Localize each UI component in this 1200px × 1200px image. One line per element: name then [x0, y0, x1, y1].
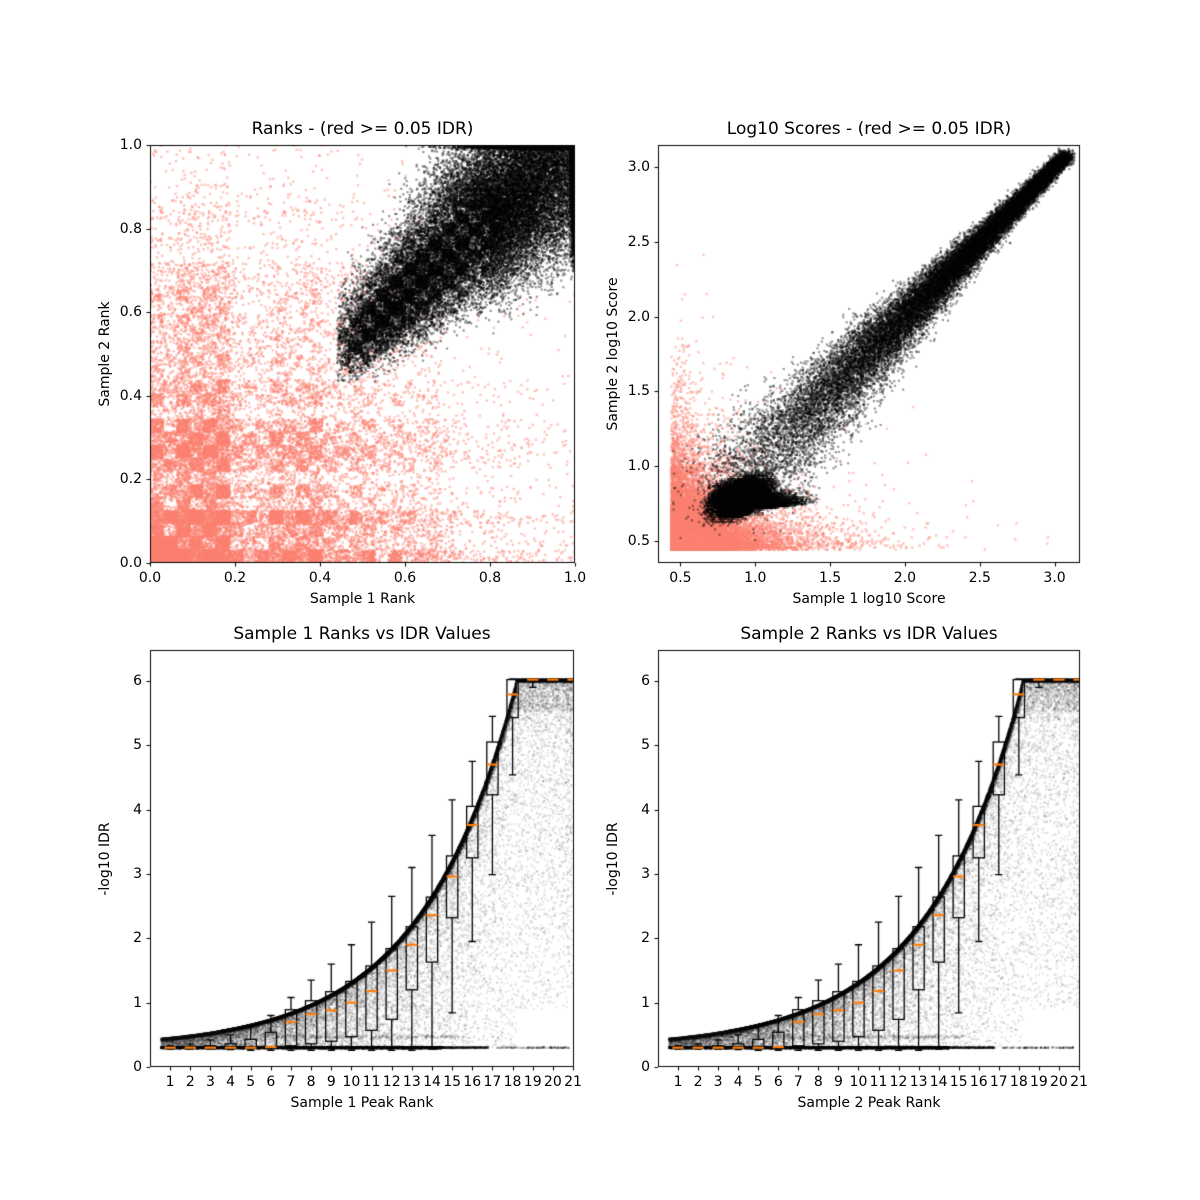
chart2-xtick-13: 13	[402, 1074, 421, 1090]
chart1-ylabel: Sample 2 log10 Score	[605, 277, 621, 431]
chart2-ytick-2: 2	[133, 930, 142, 947]
chart3-xtick-6: 6	[773, 1074, 783, 1090]
chart1-ytick-3.0: 3.0	[627, 159, 650, 176]
chart3-xtick-11: 11	[869, 1074, 888, 1090]
chart3-xtick-2: 2	[693, 1074, 703, 1090]
chart2-ytick-5: 5	[133, 737, 142, 754]
chart3-xtick-10: 10	[849, 1074, 868, 1090]
chart2-xtick-20: 20	[543, 1074, 562, 1090]
chart2-xtick-7: 7	[286, 1074, 296, 1090]
chart1-ytick-2.0: 2.0	[627, 308, 650, 325]
chart2-xtick-9: 9	[326, 1074, 336, 1090]
chart0-ytick-0.8: 0.8	[119, 220, 142, 237]
chart3-xtick-13: 13	[909, 1074, 928, 1090]
chart0-xtick-0.8: 0.8	[478, 570, 502, 586]
chart1-xtick-3.0: 3.0	[1043, 570, 1066, 586]
chart0-ytick-1.0: 1.0	[119, 137, 142, 153]
chart3-xtick-5: 5	[753, 1074, 763, 1090]
chart2-xtick-17: 17	[483, 1074, 502, 1090]
chart3-title: Sample 2 Ranks vs IDR Values	[740, 624, 998, 644]
chart3-xtick-20: 20	[1050, 1074, 1068, 1090]
chart1-xtick-2.0: 2.0	[893, 570, 917, 586]
chart2-xtick-14: 14	[423, 1074, 441, 1090]
chart2-xtick-21: 21	[564, 1074, 582, 1090]
chart1-xtick-2.5: 2.5	[968, 570, 991, 586]
chart3-ytick-2: 2	[641, 930, 650, 947]
chart1-ytick-1.5: 1.5	[627, 383, 650, 400]
chart0-ylabel: Sample 2 Rank	[97, 301, 113, 407]
chart0-ytick-0.4: 0.4	[119, 387, 142, 404]
chart0-xtick-1.0: 1.0	[563, 570, 587, 586]
chart3-xtick-18: 18	[1009, 1074, 1028, 1090]
chart3-xtick-19: 19	[1029, 1074, 1048, 1090]
chart3-xlabel: Sample 2 Peak Rank	[797, 1095, 941, 1111]
chart2-xtick-5: 5	[246, 1074, 256, 1090]
chart2-xtick-16: 16	[463, 1074, 482, 1090]
chart2-xtick-3: 3	[205, 1074, 215, 1090]
chart3-xtick-16: 16	[969, 1074, 988, 1090]
chart0-ytick-0.0: 0.0	[119, 555, 142, 571]
chart2-xtick-18: 18	[503, 1074, 522, 1090]
chart3-ytick-6: 6	[641, 672, 650, 689]
chart2-ytick-6: 6	[133, 672, 142, 689]
chart3-xtick-14: 14	[929, 1074, 948, 1090]
chart2-xtick-8: 8	[306, 1074, 316, 1090]
chart3-xtick-4: 4	[733, 1074, 743, 1090]
chart1-title: Log10 Scores - (red >= 0.05 IDR)	[726, 119, 1012, 139]
chart2-ytick-1: 1	[133, 994, 142, 1011]
chart3-ytick-3: 3	[641, 865, 650, 882]
chart1-ytick-0.5: 0.5	[627, 532, 650, 549]
chart2-ytick-3: 3	[133, 865, 142, 882]
chart0-xtick-0.0: 0.0	[138, 570, 162, 586]
chart3-xtick-7: 7	[793, 1074, 803, 1090]
chart2-ytick-0: 0	[133, 1059, 142, 1075]
chart2-xtick-12: 12	[382, 1074, 401, 1090]
chart1-ytick-2.5: 2.5	[627, 234, 650, 251]
chart3-xtick-15: 15	[949, 1074, 968, 1090]
chart0-xtick-0.2: 0.2	[223, 570, 247, 586]
chart2-xtick-1: 1	[165, 1074, 175, 1090]
chart2-xtick-10: 10	[342, 1074, 361, 1090]
chart2-xtick-4: 4	[226, 1074, 236, 1090]
chart2-ytick-4: 4	[133, 801, 142, 818]
chart2-xtick-6: 6	[266, 1074, 276, 1090]
chart2-xtick-15: 15	[443, 1074, 462, 1090]
chart3-xtick-21: 21	[1070, 1074, 1088, 1090]
chart2-xtick-2: 2	[185, 1074, 195, 1090]
chart0-xlabel: Sample 1 Rank	[309, 591, 416, 607]
chart1-ytick-1.0: 1.0	[627, 457, 650, 474]
chart1-xlabel: Sample 1 log10 Score	[792, 591, 946, 607]
chart0-xtick-0.6: 0.6	[393, 570, 417, 586]
chart1-xtick-0.5: 0.5	[669, 570, 692, 586]
chart3-xtick-8: 8	[813, 1074, 823, 1090]
chart3-xtick-12: 12	[889, 1074, 908, 1090]
chart2-title: Sample 1 Ranks vs IDR Values	[233, 624, 491, 644]
chart3-ytick-4: 4	[641, 801, 650, 818]
chart2-xtick-11: 11	[362, 1074, 381, 1090]
chart3-xtick-17: 17	[989, 1074, 1008, 1090]
chart0-ytick-0.6: 0.6	[119, 304, 142, 321]
chart1-xtick-1.5: 1.5	[818, 570, 842, 586]
chart2-xtick-19: 19	[523, 1074, 542, 1090]
chart3-xtick-9: 9	[833, 1074, 843, 1090]
chart3-ytick-5: 5	[641, 737, 650, 754]
chart3-xtick-3: 3	[713, 1074, 723, 1090]
chart3-ytick-1: 1	[641, 994, 650, 1011]
chart0-ytick-0.2: 0.2	[119, 471, 142, 488]
chart0-title: Ranks - (red >= 0.05 IDR)	[251, 119, 474, 139]
chart0-xtick-0.4: 0.4	[308, 570, 332, 586]
chart3-ytick-0: 0	[641, 1059, 650, 1075]
chart2-xlabel: Sample 1 Peak Rank	[290, 1095, 434, 1111]
chart1-xtick-1.0: 1.0	[744, 570, 767, 586]
chart3-xtick-1: 1	[673, 1074, 683, 1090]
